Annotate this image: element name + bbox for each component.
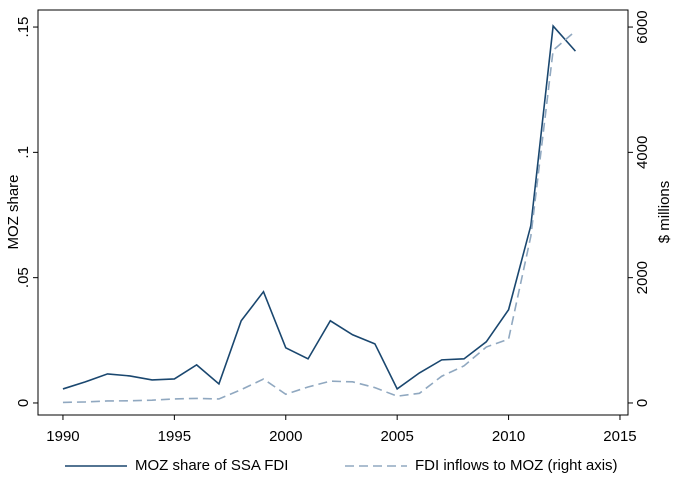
y2-tick-label: 0: [634, 399, 651, 407]
x-tick-label: 1990: [46, 428, 79, 445]
y-tick-label: .15: [15, 17, 32, 38]
y2-tick-label: 4000: [634, 136, 651, 169]
y2-tick-label: 6000: [634, 10, 651, 43]
y-tick-label: 0: [15, 399, 32, 407]
y-tick-label: .1: [15, 146, 32, 159]
x-tick-label: 2005: [380, 428, 413, 445]
x-tick-label: 1995: [158, 428, 191, 445]
y2-tick-label: 2000: [634, 261, 651, 294]
series-line: [62, 24, 577, 391]
x-tick-label: 2015: [603, 428, 636, 445]
y-axis-label: MOZ share: [5, 174, 22, 249]
x-tick-label: 2000: [269, 428, 302, 445]
legend-label: MOZ share of SSA FDI: [135, 457, 288, 474]
series-line: [62, 30, 576, 404]
y-tick-label: .05: [15, 267, 32, 288]
y2-axis-label: $ millions: [656, 181, 673, 244]
x-tick-label: 2010: [492, 428, 525, 445]
plot-frame: [37, 9, 629, 416]
legend-label: FDI inflows to MOZ (right axis): [415, 457, 618, 474]
